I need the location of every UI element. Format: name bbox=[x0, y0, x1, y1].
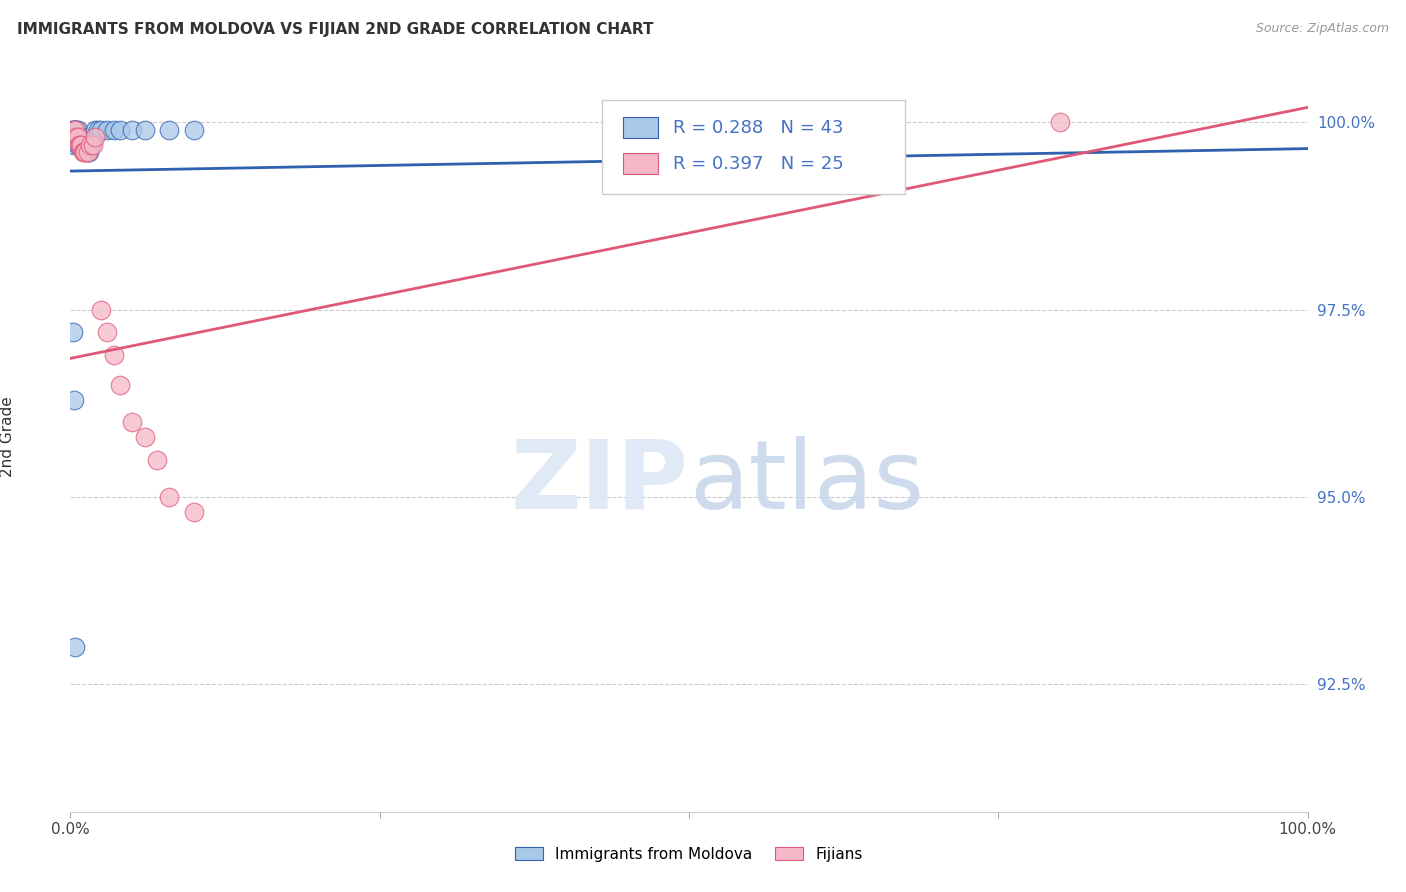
Text: R = 0.397   N = 25: R = 0.397 N = 25 bbox=[673, 154, 844, 172]
Point bbox=[70, 137, 93, 152]
Point bbox=[63, 123, 86, 137]
FancyBboxPatch shape bbox=[602, 100, 905, 194]
Point bbox=[63, 392, 86, 407]
Legend: Immigrants from Moldova, Fijians: Immigrants from Moldova, Fijians bbox=[509, 840, 869, 868]
Text: atlas: atlas bbox=[689, 435, 924, 529]
Point bbox=[66, 123, 89, 137]
Point bbox=[183, 123, 205, 137]
Point bbox=[90, 302, 112, 317]
Text: R = 0.288   N = 43: R = 0.288 N = 43 bbox=[673, 119, 844, 136]
Point bbox=[134, 430, 156, 444]
Point bbox=[62, 325, 84, 339]
Text: Source: ZipAtlas.com: Source: ZipAtlas.com bbox=[1256, 22, 1389, 36]
Point bbox=[84, 130, 107, 145]
Point bbox=[63, 130, 86, 145]
Point bbox=[146, 452, 169, 467]
Point bbox=[72, 137, 94, 152]
Point bbox=[70, 137, 93, 152]
Bar bbox=[623, 153, 658, 174]
Point bbox=[86, 123, 108, 137]
Point bbox=[69, 130, 91, 145]
Text: ZIP: ZIP bbox=[510, 435, 689, 529]
Point bbox=[801, 123, 824, 137]
Point bbox=[65, 130, 87, 145]
Point bbox=[75, 145, 97, 160]
Point bbox=[69, 137, 91, 152]
Point bbox=[65, 123, 87, 137]
Point bbox=[62, 123, 84, 137]
Y-axis label: 2nd Grade: 2nd Grade bbox=[0, 397, 14, 477]
Point bbox=[157, 123, 180, 137]
Point bbox=[60, 123, 83, 137]
Point bbox=[96, 123, 118, 137]
Point bbox=[108, 377, 131, 392]
Point bbox=[73, 145, 96, 160]
Point bbox=[75, 137, 97, 152]
Point bbox=[121, 415, 143, 429]
Bar bbox=[623, 117, 658, 138]
Point bbox=[66, 130, 89, 145]
Point bbox=[72, 145, 94, 160]
Point bbox=[67, 130, 90, 145]
Point bbox=[134, 123, 156, 137]
Point bbox=[76, 145, 98, 160]
Point bbox=[77, 145, 100, 160]
Point bbox=[65, 123, 87, 137]
Point bbox=[65, 130, 87, 145]
Point bbox=[76, 145, 98, 160]
Point bbox=[82, 137, 104, 152]
Point bbox=[72, 130, 94, 145]
Point bbox=[1049, 115, 1071, 129]
Point bbox=[66, 137, 89, 152]
Point bbox=[65, 123, 87, 137]
Point bbox=[84, 123, 107, 137]
Text: IMMIGRANTS FROM MOLDOVA VS FIJIAN 2ND GRADE CORRELATION CHART: IMMIGRANTS FROM MOLDOVA VS FIJIAN 2ND GR… bbox=[17, 22, 654, 37]
Point bbox=[83, 130, 105, 145]
Point bbox=[121, 123, 143, 137]
Point bbox=[103, 348, 125, 362]
Point bbox=[62, 130, 84, 145]
Point bbox=[65, 640, 87, 654]
Point bbox=[80, 137, 103, 152]
Point bbox=[108, 123, 131, 137]
Point bbox=[63, 137, 86, 152]
Point bbox=[157, 490, 180, 504]
Point bbox=[96, 325, 118, 339]
Point bbox=[67, 137, 90, 152]
Point bbox=[65, 130, 87, 145]
Point bbox=[67, 137, 90, 152]
Point bbox=[69, 137, 91, 152]
Point bbox=[65, 123, 87, 137]
Point bbox=[183, 505, 205, 519]
Point bbox=[90, 123, 112, 137]
Point bbox=[66, 130, 89, 145]
Point bbox=[103, 123, 125, 137]
Point bbox=[73, 137, 96, 152]
Point bbox=[79, 137, 101, 152]
Point bbox=[65, 123, 87, 137]
Point bbox=[63, 123, 86, 137]
Point bbox=[75, 137, 97, 152]
Point bbox=[70, 130, 93, 145]
